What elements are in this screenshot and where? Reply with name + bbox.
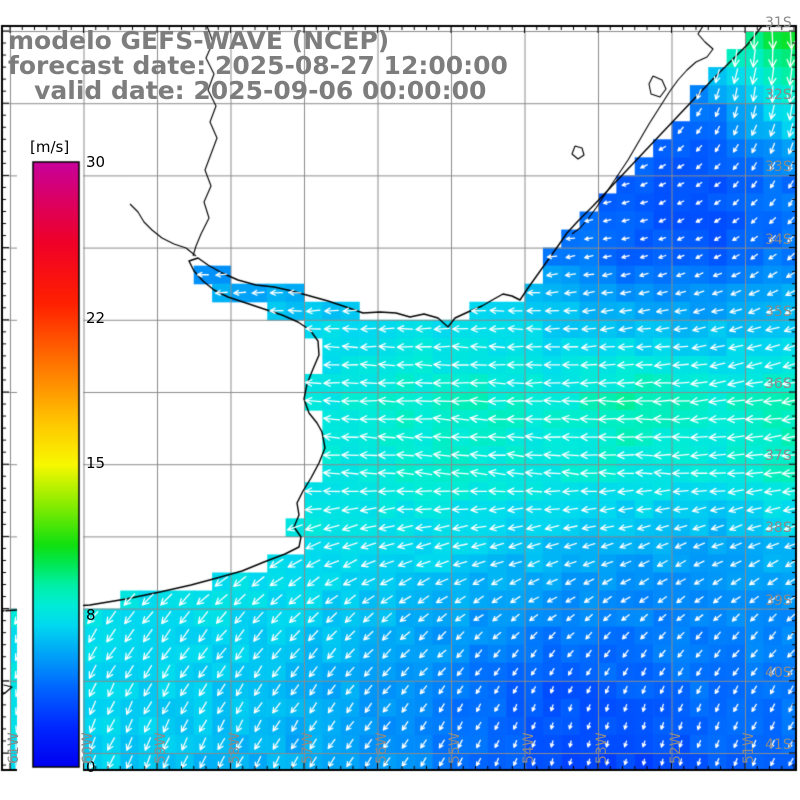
wave-forecast-map-canvas (0, 0, 800, 800)
forecast-map-page: [m/s] 30 22 15 8 0 31S 32S 33S 34S 35S 36S 37S 38S 39S… (0, 0, 800, 800)
